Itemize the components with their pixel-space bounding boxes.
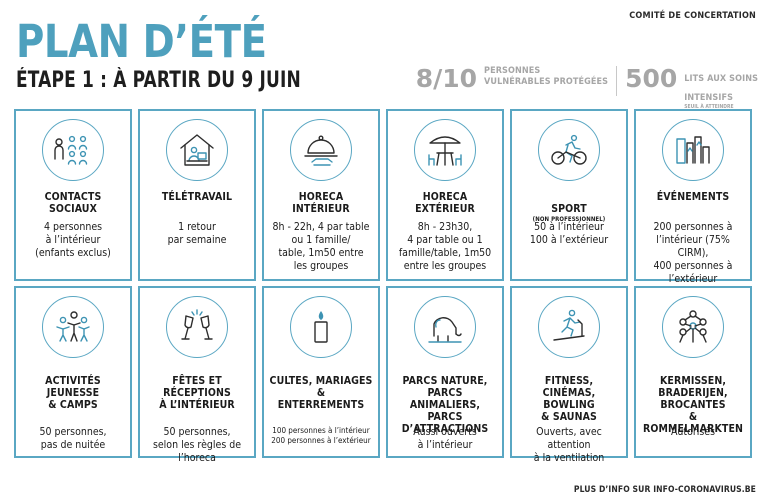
- champagne-toast-icon: [166, 296, 228, 358]
- card-description: Autorisés: [670, 426, 716, 438]
- stats-bar: 8/10 PERSONNES VULNÉRABLES PROTÉGÉES 500…: [416, 64, 758, 111]
- candle-icon: [290, 296, 352, 358]
- cyclist-icon: [538, 119, 600, 181]
- card-title: KERMISSEN, BRADERIJEN, BROCANTES & ROMME…: [643, 375, 743, 435]
- atomium-icon: [662, 296, 724, 358]
- stat-label: PERSONNES VULNÉRABLES PROTÉGÉES: [484, 66, 609, 87]
- stat-sublabel: SEUIL À ATTEINDRE: [684, 104, 734, 110]
- card-title: ACTIVITÉS JEUNESSE & CAMPS: [45, 375, 101, 411]
- card-evenements: ÉVÉNEMENTS 200 personnes à l’intérieur (…: [634, 109, 752, 285]
- card-fitness: FITNESS, CINÉMAS, BOWLING & SAUNAS Ouver…: [510, 286, 628, 464]
- card-title: SPORT: [551, 203, 587, 215]
- card-description: 50 personnes, selon les règles de l’hore…: [152, 426, 242, 464]
- stat-value: 8/10: [415, 64, 478, 93]
- card-title-note: (NON PROFESSIONNEL): [532, 216, 606, 223]
- elephant-icon: [414, 296, 476, 358]
- card-description: Aussi ouverts à l’intérieur: [413, 426, 477, 451]
- page-subtitle: ÉTAPE 1 : À PARTIR DU 9 JUIN: [16, 68, 301, 93]
- card-title: TÉLÉTRAVAIL: [161, 191, 233, 203]
- card-description: 200 personnes à l’intérieur (75% CIRM), …: [653, 221, 733, 285]
- cloche-serving-icon: [290, 119, 352, 181]
- card-description: 4 personnes à l’intérieur (enfants exclu…: [35, 221, 111, 259]
- stat-vulnerable: 8/10 PERSONNES VULNÉRABLES PROTÉGÉES: [416, 66, 608, 92]
- event-crowd-icon: [662, 119, 724, 181]
- card-description: 8h - 22h, 4 par table ou 1 famille/ tabl…: [272, 221, 370, 272]
- card-title: PARCS NATURE, PARCS ANIMALIERS, PARCS D’…: [401, 375, 489, 435]
- card-contacts-sociaux: CONTACTS SOCIAUX 4 personnes à l’intérie…: [14, 109, 132, 281]
- card-sport: SPORT (NON PROFESSIONNEL) 50 à l’intérie…: [510, 109, 628, 281]
- page-title: PLAN D’ÉTÉ: [16, 15, 267, 68]
- stat-label: LITS AUX SOINS INTENSIFS: [684, 74, 758, 103]
- footer-info-link: PLUS D’INFO SUR INFO-CORONAVIRUS.BE: [573, 485, 756, 495]
- card-teletravail: TÉLÉTRAVAIL 1 retour par semaine: [138, 109, 256, 281]
- card-description: 100 personnes à l’intérieur 200 personne…: [271, 426, 371, 445]
- youth-camp-icon: [42, 296, 104, 358]
- card-description: 1 retour par semaine: [167, 221, 227, 246]
- stat-icu-beds: 500 LITS AUX SOINS INTENSIFS SEUIL À ATT…: [625, 64, 758, 111]
- committee-label: COMITÉ DE CONCERTATION: [629, 11, 756, 21]
- people-group-icon: [42, 119, 104, 181]
- card-title: HORECA EXTÉRIEUR: [415, 191, 475, 215]
- card-kermissen: KERMISSEN, BRADERIJEN, BROCANTES & ROMME…: [634, 286, 752, 458]
- card-description: Ouverts, avec attention à la ventilation: [533, 426, 605, 464]
- card-title: FITNESS, CINÉMAS, BOWLING & SAUNAS: [541, 375, 597, 423]
- card-description: 8h - 23h30, 4 par table ou 1 famille/tab…: [398, 221, 492, 272]
- measures-grid: CONTACTS SOCIAUX 4 personnes à l’intérie…: [14, 109, 752, 464]
- card-description: 50 à l’intérieur 100 à l’extérieur: [529, 221, 609, 246]
- terrace-umbrella-icon: [414, 119, 476, 181]
- card-description: 50 personnes, pas de nuitée: [39, 426, 107, 451]
- card-horeca-exterieur: HORECA EXTÉRIEUR 8h - 23h30, 4 par table…: [386, 109, 504, 281]
- stat-divider: [616, 66, 618, 96]
- card-cultes-mariages: CULTES, MARIAGES & ENTERREMENTS 100 pers…: [262, 286, 380, 458]
- card-title: FÊTES ET RÉCEPTIONS À L’INTÉRIEUR: [159, 375, 235, 411]
- card-title: ÉVÉNEMENTS: [656, 191, 730, 203]
- home-office-icon: [166, 119, 228, 181]
- card-title: CONTACTS SOCIAUX: [44, 191, 102, 215]
- card-activites-jeunesse: ACTIVITÉS JEUNESSE & CAMPS 50 personnes,…: [14, 286, 132, 458]
- card-title: HORECA INTÉRIEUR: [292, 191, 350, 215]
- card-fetes-receptions: FÊTES ET RÉCEPTIONS À L’INTÉRIEUR 50 per…: [138, 286, 256, 464]
- card-title: CULTES, MARIAGES & ENTERREMENTS: [269, 375, 373, 411]
- stat-value: 500: [625, 64, 678, 93]
- treadmill-runner-icon: [538, 296, 600, 358]
- card-parcs: PARCS NATURE, PARCS ANIMALIERS, PARCS D’…: [386, 286, 504, 458]
- card-horeca-interieur: HORECA INTÉRIEUR 8h - 22h, 4 par table o…: [262, 109, 380, 281]
